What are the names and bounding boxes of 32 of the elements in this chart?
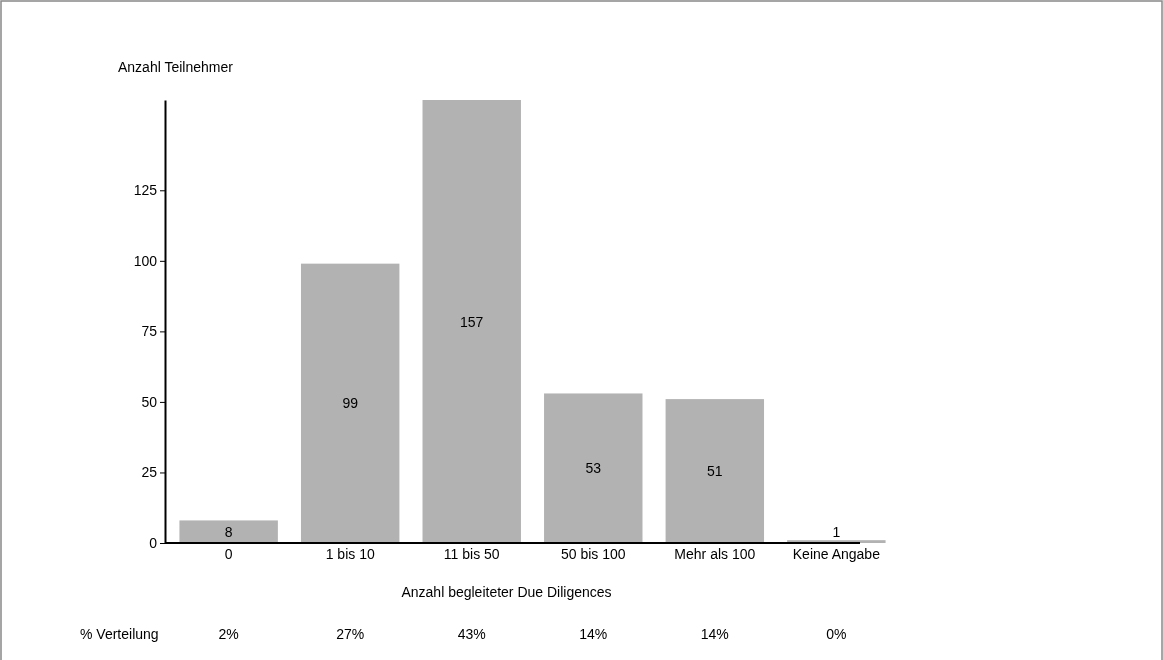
text: 2% [218,626,239,642]
x-tick-label: Keine Angabe [792,545,881,562]
data-label: 99 [342,395,359,412]
x-tick-label: Mehr als 100 [674,545,756,562]
data-label: 1 [832,524,841,541]
x-tick-label: 1 bis 10 [325,545,375,562]
bar [422,100,521,543]
y-tick-label: 75 [141,323,158,340]
data-label: 8 [224,523,233,540]
text: 27% [336,626,365,642]
text: % Verteilung [80,626,159,642]
y-tick-label: 0 [149,534,158,551]
bar [544,393,643,543]
data-label: 157 [460,313,484,330]
x-axis-title: Anzahl begleiteter Due Diligences [401,584,612,600]
x-tick-label: 0 [224,545,233,562]
text: 0% [826,626,847,642]
bar [179,520,278,543]
y-tick-label: 125 [133,182,158,199]
y-tick-label: 100 [133,252,158,269]
text: 14% [579,626,608,642]
x-tick-label: 11 bis 50 [443,545,500,562]
y-axis-title: Anzahl Teilnehmer [118,59,234,75]
x-tick-label: 50 bis 100 [560,545,626,562]
text: 43% [457,626,486,642]
y-tick-label: 50 [141,393,158,410]
y-tick-label: 25 [141,464,158,481]
bar [300,263,400,543]
data-label: 53 [585,460,602,477]
bar [665,399,765,543]
text: 14% [700,626,729,642]
data-label: 51 [707,463,723,480]
